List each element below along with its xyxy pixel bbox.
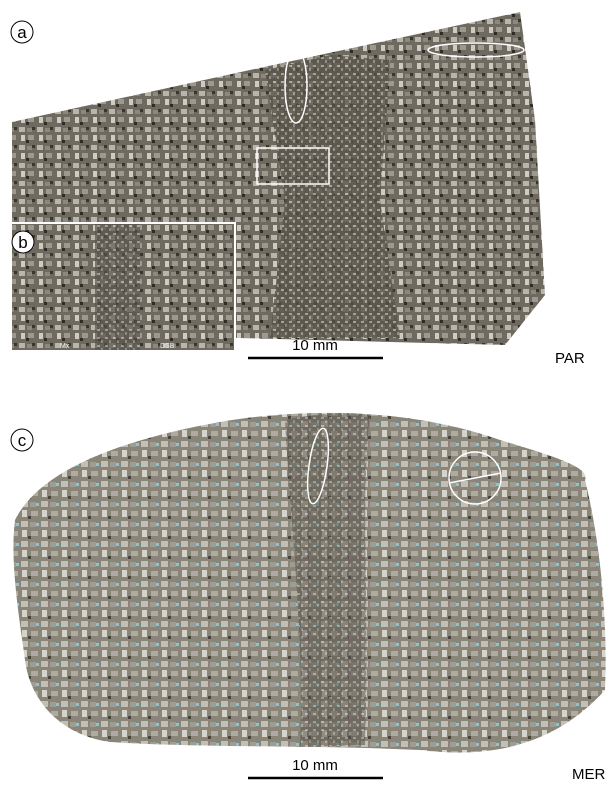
- sample-label: PAR: [555, 350, 585, 367]
- figure: b Mx DSB a 10 mm PAR c 10 mm MER: [0, 0, 613, 787]
- panel-label: b: [18, 233, 27, 252]
- scale-label: 10 mm: [292, 757, 338, 774]
- panel-label: a: [17, 23, 27, 42]
- scale-label: 10 mm: [292, 337, 338, 354]
- panel-a: b Mx DSB a 10 mm PAR: [11, 12, 585, 367]
- inset-band: [95, 224, 140, 350]
- annotation: Mx: [60, 343, 70, 350]
- panel-c: c 10 mm MER: [11, 413, 606, 783]
- panel-label: c: [18, 431, 27, 450]
- annotation: DSB: [160, 343, 175, 350]
- sample-label: MER: [572, 766, 606, 783]
